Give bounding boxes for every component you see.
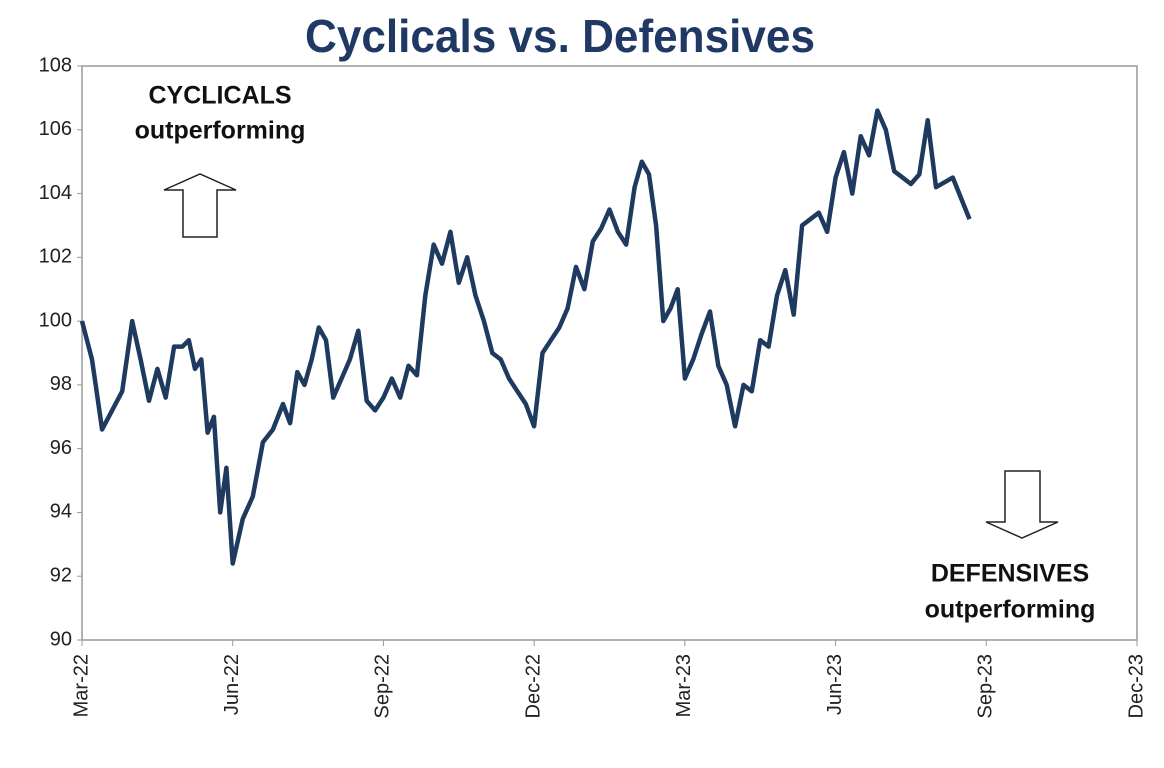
annotation: outperforming	[135, 117, 306, 145]
y-tick-label: 94	[50, 501, 72, 523]
x-tick-label: Dec-22	[522, 654, 544, 718]
y-tick-label: 96	[50, 437, 72, 459]
y-tick-label: 106	[39, 118, 72, 140]
x-tick-label: Dec-23	[1125, 654, 1147, 718]
y-tick-label: 92	[50, 565, 72, 587]
y-tick-label: 98	[50, 373, 72, 395]
annotation: outperforming	[925, 596, 1096, 624]
x-tick-label: Sep-23	[975, 654, 997, 719]
y-tick-label: 90	[50, 628, 72, 650]
y-tick-label: 100	[39, 309, 72, 331]
up-arrow	[163, 173, 237, 238]
annotation: CYCLICALS	[148, 82, 291, 110]
annotation: DEFENSIVES	[931, 560, 1089, 588]
y-tick-label: 104	[39, 182, 72, 204]
plot-frame	[81, 65, 1138, 641]
x-tick-label: Mar-22	[70, 654, 92, 717]
x-tick-label: Mar-23	[673, 654, 695, 717]
y-tick-label: 108	[39, 54, 72, 76]
data-line	[79, 108, 972, 566]
down-arrow	[985, 470, 1059, 539]
y-tick-label: 102	[39, 246, 72, 268]
x-tick-label: Jun-22	[221, 654, 243, 715]
x-tick-label: Jun-23	[824, 654, 846, 715]
x-tick-label: Sep-22	[372, 654, 394, 719]
chart-title: Cyclicals vs. Defensives	[305, 10, 815, 62]
